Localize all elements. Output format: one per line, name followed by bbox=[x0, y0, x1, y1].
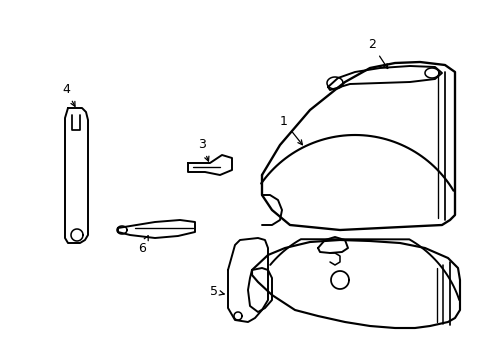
Text: 3: 3 bbox=[198, 138, 208, 161]
Text: 1: 1 bbox=[280, 115, 302, 145]
Text: 4: 4 bbox=[62, 83, 75, 106]
Text: 6: 6 bbox=[138, 236, 148, 255]
Text: 2: 2 bbox=[367, 38, 387, 68]
Text: 5: 5 bbox=[209, 285, 224, 298]
